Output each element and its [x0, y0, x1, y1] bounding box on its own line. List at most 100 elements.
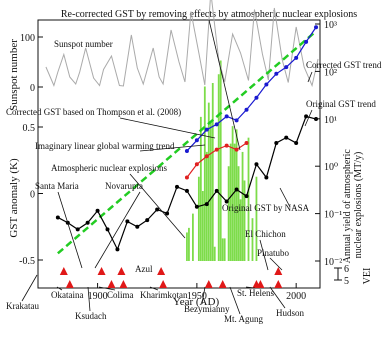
- volcano-marker: [218, 280, 227, 288]
- annotation-label: Mt. Agung: [224, 314, 264, 324]
- sunspot-tick-label: 0: [30, 83, 35, 94]
- nasa-gst-point: [284, 135, 289, 140]
- vei-axis-label: VEI: [362, 268, 373, 285]
- axis-ticks: 0 100 -0.5 0 0.5 10³ 10² 10¹ 10⁰ 10⁻¹ 10⁻²65 1900 19…: [19, 20, 349, 302]
- annotation-label: Imaginary linear global warming trend: [35, 141, 175, 151]
- sunspot-series: [45, 0, 319, 88]
- nasa-gst-point: [254, 162, 259, 167]
- nasa-gst-point: [204, 202, 209, 207]
- nasa-gst-point: [184, 188, 189, 193]
- volcano-marker: [159, 280, 168, 288]
- nasa-gst-point: [214, 188, 219, 193]
- gst-tick-label: 0.5: [23, 123, 36, 134]
- nasa-gst-point: [115, 247, 120, 252]
- annotation-label: Original GST by NASA: [222, 203, 310, 213]
- corrected-gst-point: [284, 65, 289, 70]
- annotation-leader: [98, 286, 116, 291]
- nasa-gst-point: [55, 215, 60, 220]
- corrected-gst-point: [274, 71, 279, 76]
- annotation-leader: [149, 286, 159, 291]
- corrected-gst-point: [214, 122, 219, 127]
- annotation-label: Sunspot number: [54, 39, 113, 49]
- annotation-label: Azul: [135, 264, 153, 274]
- annotation-leader: [57, 191, 83, 269]
- x-axis-label: Year (AD): [173, 296, 220, 308]
- nasa-gst-series: [55, 114, 319, 252]
- annotation-leader: [21, 274, 38, 302]
- sunspot-tick-label: 100: [20, 33, 35, 44]
- volcano-marker: [256, 280, 265, 288]
- annotation-leader: [259, 239, 269, 271]
- volcano-marker: [65, 280, 74, 288]
- nasa-gst-point: [135, 224, 140, 229]
- plot-frame: [37, 19, 321, 289]
- nasa-gst-point: [264, 175, 269, 180]
- x-tick-label: 2000: [286, 291, 306, 302]
- thompson-gst-point: [204, 154, 209, 159]
- corrected-gst-point: [234, 118, 239, 123]
- volcano-marker: [117, 267, 126, 275]
- thompson-gst-point: [234, 147, 239, 152]
- volcano-marker: [97, 267, 106, 275]
- annotation-leader: [229, 286, 241, 315]
- thompson-gst-point: [244, 140, 249, 145]
- annotation-label: Ksudach: [75, 311, 107, 321]
- annotation-label: Original GST trend: [306, 99, 376, 109]
- x-tick-label: 1950: [187, 291, 207, 302]
- nuclear-tick-label: 10⁰: [324, 162, 338, 173]
- nasa-gst-point: [165, 211, 170, 216]
- nasa-gst-point: [75, 227, 80, 232]
- nasa-gst-point: [85, 220, 90, 225]
- nasa-gst-point: [304, 114, 309, 119]
- corrected-gst-point: [204, 127, 209, 132]
- corrected-gst-point: [194, 138, 199, 143]
- annotation-label: Bezymianny: [184, 304, 230, 314]
- annotation-leader: [201, 286, 206, 305]
- volcano-marker: [204, 280, 213, 288]
- nuclear-axis-label-line2: nuclear explosions (MT/y): [353, 152, 364, 259]
- annotations: Sunspot number Corrected GST trend Origina…: [6, 19, 382, 324]
- annotation-leader: [304, 109, 313, 127]
- annotation-label: El Chichon: [245, 229, 286, 239]
- corrected-gst-point: [294, 55, 299, 60]
- nasa-gst-point: [175, 184, 180, 189]
- gst-tick-label: 0: [30, 190, 35, 201]
- annotation-leader: [269, 257, 283, 271]
- nasa-gst-point: [194, 204, 199, 209]
- nasa-gst-point: [224, 199, 229, 204]
- corrected-gst-point: [244, 107, 249, 112]
- corrected-gst-point: [314, 25, 319, 30]
- axes-frame: [37, 19, 321, 289]
- sunspot-axis-label: Sunspot number: [8, 39, 20, 111]
- nasa-gst-point: [105, 227, 110, 232]
- annotation-leader: [279, 187, 291, 208]
- vei-tick-label: 6: [344, 264, 349, 275]
- volcano-marker: [274, 280, 283, 288]
- annotation-label: Kharimkotan: [140, 290, 188, 300]
- nasa-gst-point: [155, 207, 160, 212]
- annotation-leader: [307, 71, 313, 83]
- annotation-label: Santa Maria: [35, 181, 79, 191]
- thompson-gst-point: [214, 147, 219, 152]
- volcano-marker: [119, 280, 128, 288]
- nasa-gst-point: [294, 140, 299, 145]
- nuclear-tick-label: 10³: [324, 20, 337, 31]
- gst-tick-label: -0.5: [19, 256, 35, 267]
- gst-axis-label: GST anomaly (K): [8, 158, 20, 238]
- nuclear-tick-label: 10⁻²: [324, 257, 342, 268]
- sunspot-line: [45, 0, 319, 88]
- nasa-gst-point: [274, 140, 279, 145]
- corrected-gst-point: [264, 82, 269, 87]
- volcano-markers: [59, 267, 283, 288]
- annotation-leader: [119, 117, 216, 139]
- annotation-leader: [129, 173, 186, 239]
- nuclear-tick-label: 10⁻¹: [324, 210, 342, 221]
- volcano-marker: [274, 267, 283, 275]
- nasa-gst-point: [145, 218, 150, 223]
- annotation-leader: [139, 144, 206, 152]
- annotation-leader: [56, 286, 63, 291]
- annotation-leader: [87, 286, 91, 312]
- annotation-label: Corrected GST based on Thompson et al. (…: [6, 107, 181, 117]
